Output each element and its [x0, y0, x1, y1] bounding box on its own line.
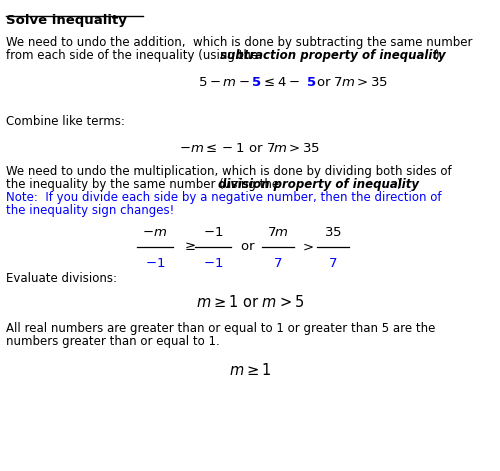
Text: Combine like terms:: Combine like terms:	[6, 115, 125, 128]
Text: Evaluate divisions:: Evaluate divisions:	[6, 272, 117, 285]
Text: $\geq$: $\geq$	[182, 241, 196, 253]
Text: We need to undo the multiplication, which is done by dividing both sides of: We need to undo the multiplication, whic…	[6, 165, 452, 178]
Text: $ \leq 4 - $: $ \leq 4 - $	[261, 76, 300, 89]
Text: numbers greater than or equal to 1.: numbers greater than or equal to 1.	[6, 335, 220, 348]
Text: $m \geq 1$: $m \geq 1$	[229, 362, 271, 378]
Text: the inequality sign changes!: the inequality sign changes!	[6, 204, 174, 217]
Text: $5 - m - $: $5 - m - $	[198, 76, 250, 89]
Text: $\mathbf{5}$: $\mathbf{5}$	[251, 76, 261, 89]
Text: $\mathrm{or}$: $\mathrm{or}$	[240, 241, 256, 253]
Text: $7$: $7$	[328, 257, 338, 270]
Text: ):: ):	[434, 49, 442, 62]
Text: subtraction property of inequality: subtraction property of inequality	[220, 49, 446, 62]
Text: $7$: $7$	[274, 257, 282, 270]
Text: $-m \leq -1\ \mathrm{or}\ 7m > 35$: $-m \leq -1\ \mathrm{or}\ 7m > 35$	[180, 141, 320, 154]
Text: $>$: $>$	[300, 241, 314, 253]
Text: Solve inequality: Solve inequality	[6, 14, 127, 27]
Text: $m \geq 1\ \mathrm{or}\ m > 5$: $m \geq 1\ \mathrm{or}\ m > 5$	[196, 294, 304, 310]
Text: ).: ).	[396, 178, 404, 191]
Text: $ \mathrm{or}\ 7m > 35$: $ \mathrm{or}\ 7m > 35$	[316, 76, 388, 89]
Text: We need to undo the addition,  which is done by subtracting the same number: We need to undo the addition, which is d…	[6, 36, 472, 49]
Text: the inequality by the same number (using the: the inequality by the same number (using…	[6, 178, 283, 191]
Text: Note:  If you divide each side by a negative number, then the direction of: Note: If you divide each side by a negat…	[6, 191, 442, 204]
Text: $-m$: $-m$	[142, 226, 168, 239]
Text: from each side of the inequality (using the: from each side of the inequality (using …	[6, 49, 262, 62]
Text: $-1$: $-1$	[203, 226, 223, 239]
Text: All real numbers are greater than or equal to 1 or greater than 5 are the: All real numbers are greater than or equ…	[6, 322, 436, 335]
Text: division property of inequality: division property of inequality	[218, 178, 419, 191]
Text: $-1$: $-1$	[203, 257, 223, 270]
Text: $7m$: $7m$	[268, 226, 288, 239]
Text: $35$: $35$	[324, 226, 342, 239]
Text: $-1$: $-1$	[145, 257, 165, 270]
Text: $\mathbf{5}$: $\mathbf{5}$	[306, 76, 316, 89]
